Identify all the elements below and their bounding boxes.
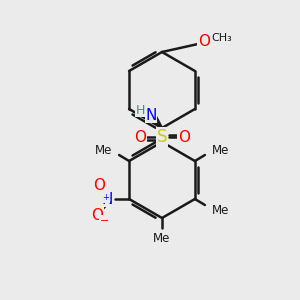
Text: CH₃: CH₃: [212, 33, 233, 43]
Text: Me: Me: [212, 203, 230, 217]
Text: O: O: [93, 178, 105, 193]
Text: N: N: [101, 191, 113, 206]
Text: O: O: [134, 130, 146, 145]
Text: S: S: [157, 128, 167, 146]
Text: O: O: [178, 130, 190, 145]
Text: Me: Me: [94, 143, 112, 157]
Text: Me: Me: [153, 232, 171, 244]
Text: +: +: [103, 194, 110, 202]
Text: N: N: [145, 107, 157, 122]
Text: O: O: [91, 208, 103, 223]
Text: −: −: [99, 216, 109, 226]
Text: Me: Me: [212, 143, 230, 157]
Text: O: O: [198, 34, 210, 50]
Text: H: H: [135, 103, 145, 116]
